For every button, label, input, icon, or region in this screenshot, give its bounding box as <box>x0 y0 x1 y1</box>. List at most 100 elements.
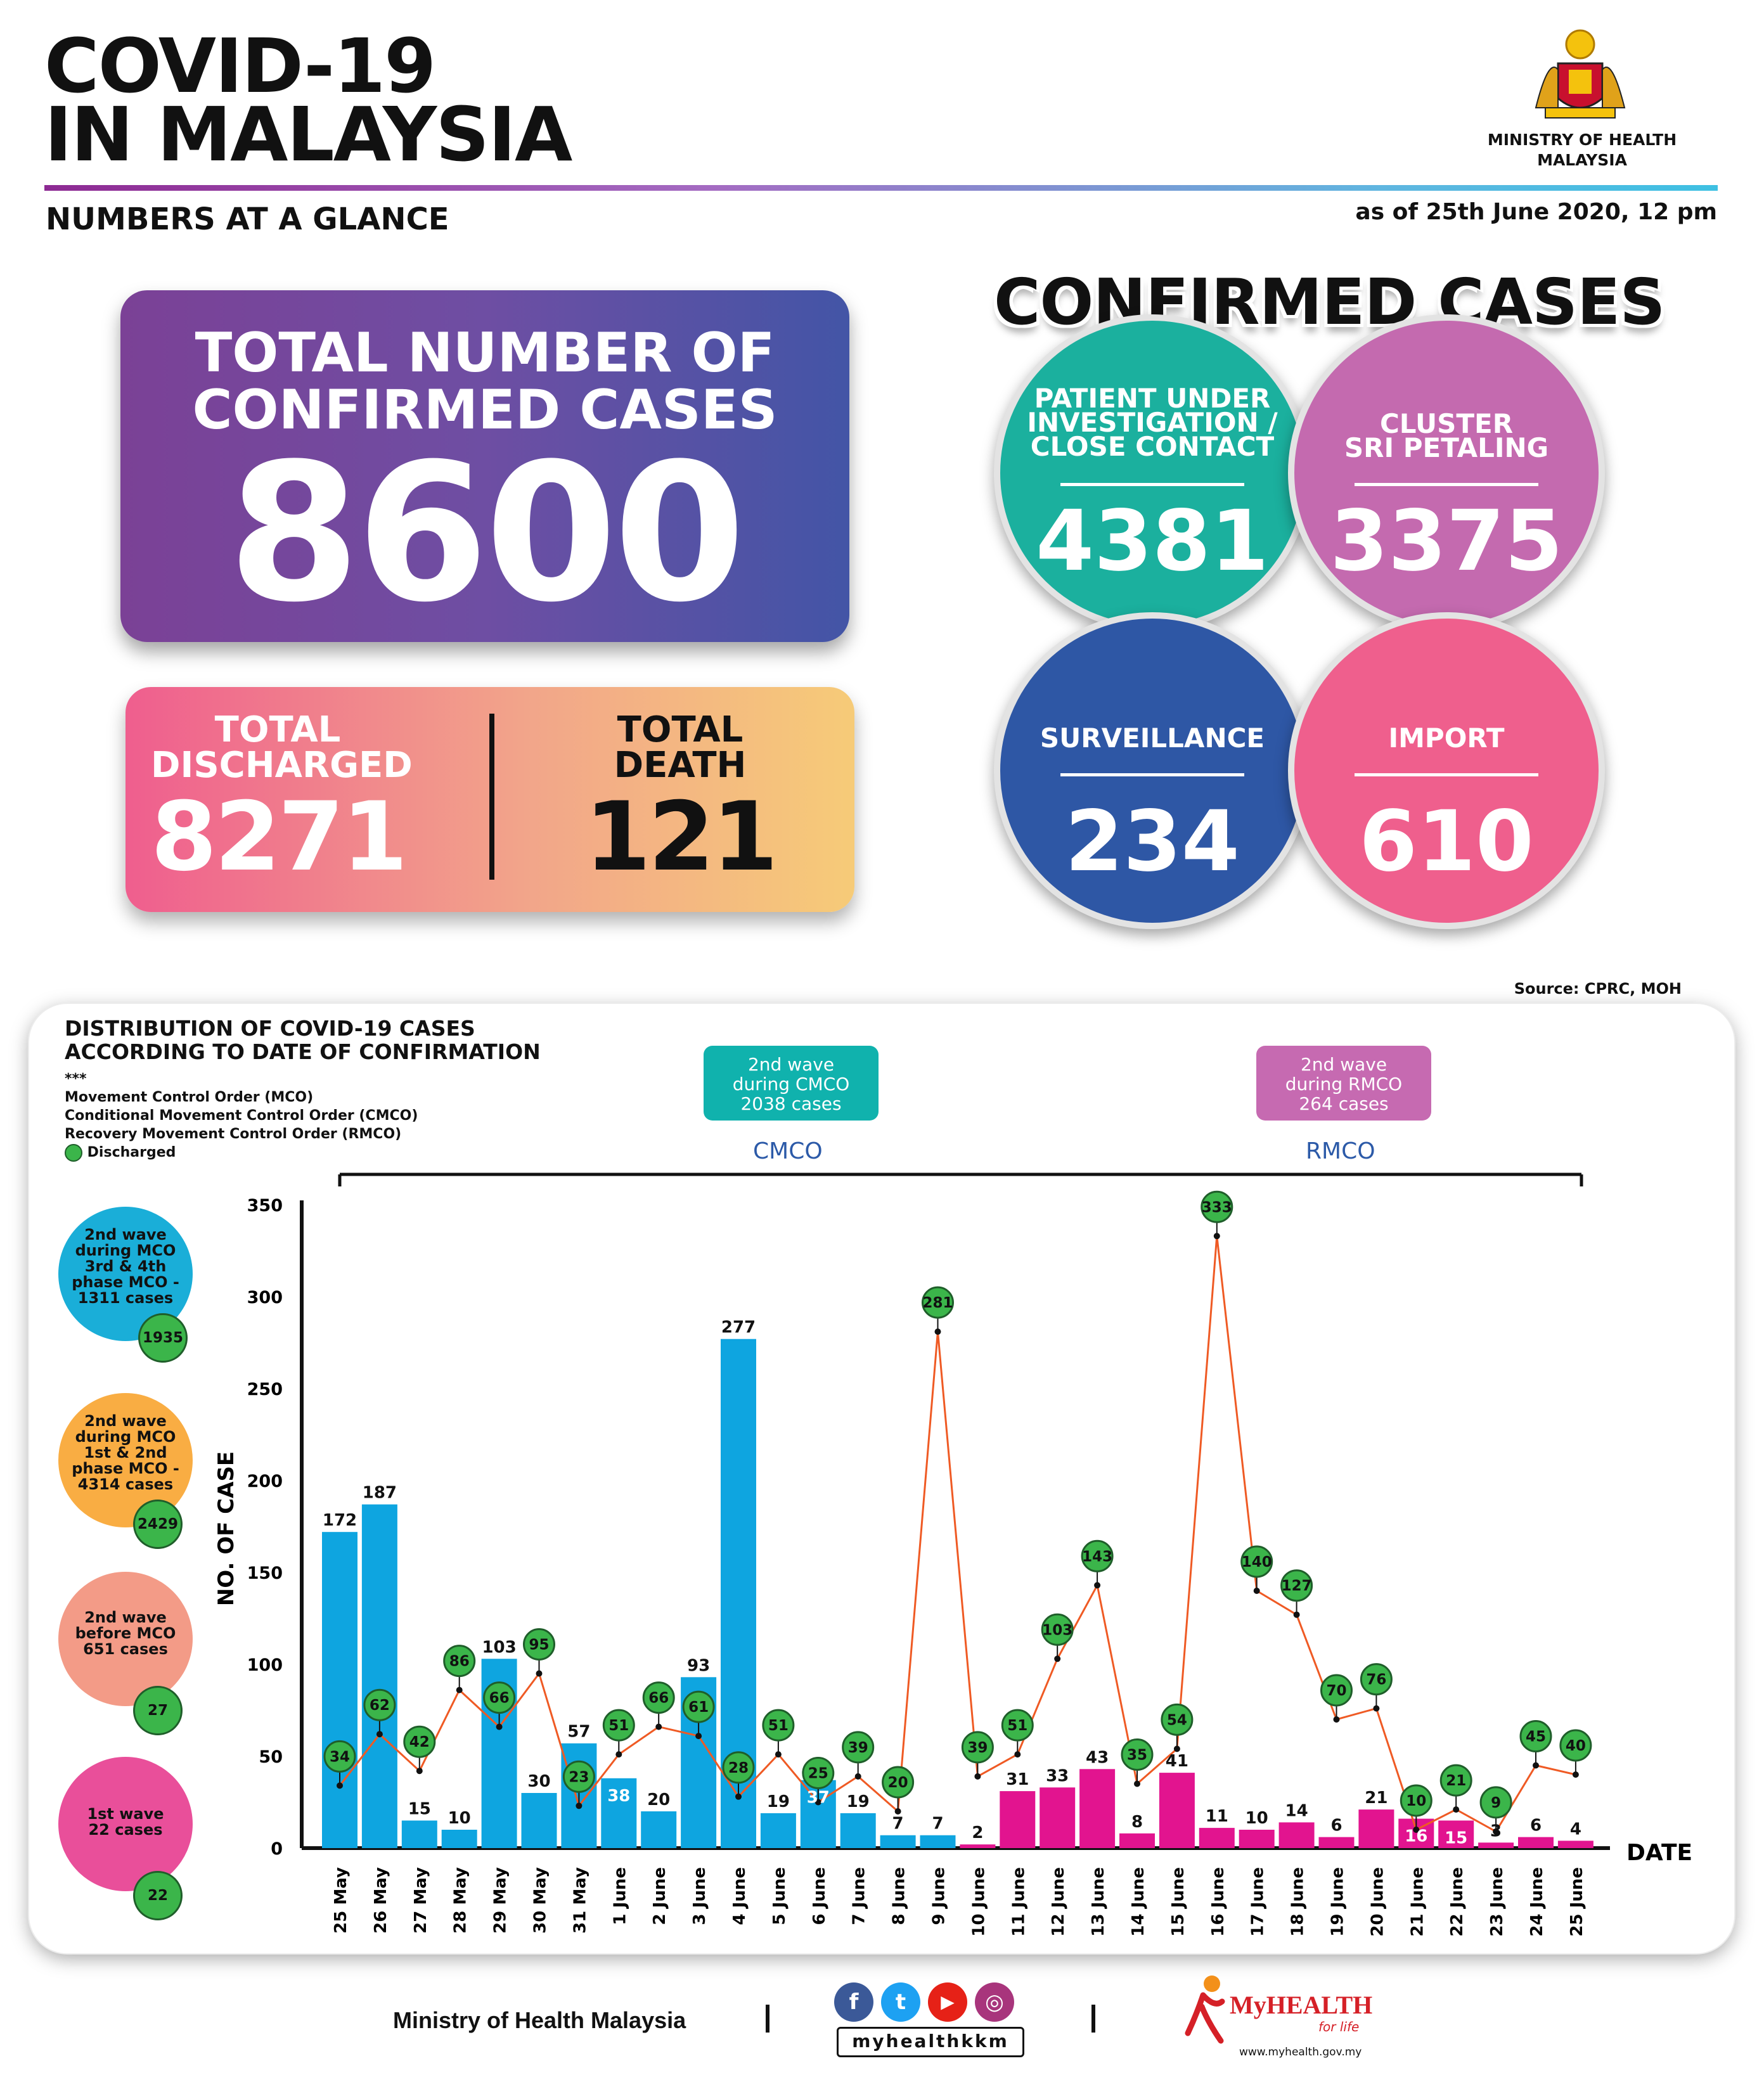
bar <box>601 1778 637 1848</box>
social-handle[interactable]: myhealthkkm <box>837 2027 1024 2057</box>
x-tick-label: 24 June <box>1528 1867 1547 1937</box>
youtube-icon[interactable]: ▶ <box>928 1982 967 2022</box>
subtitle: NUMBERS AT A GLANCE <box>46 202 449 237</box>
ministry-line-2: MALAYSIA <box>1537 151 1627 169</box>
discharged-value-label: 66 <box>489 1690 510 1707</box>
bar <box>1358 1809 1394 1848</box>
title-line-1: COVID-19 <box>44 22 436 110</box>
footer-divider-2 <box>1091 2005 1095 2033</box>
bar <box>760 1813 796 1848</box>
discharged-bubble <box>802 1757 835 1789</box>
y-tick-label: 150 <box>247 1564 283 1583</box>
discharged-bubble <box>1400 1784 1432 1817</box>
bar-value-label: 33 <box>1046 1766 1069 1785</box>
pui-value: 4381 <box>1036 492 1269 590</box>
facebook-icon[interactable]: f <box>834 1982 873 2022</box>
bar <box>1239 1830 1275 1848</box>
y-tick-label: 350 <box>247 1196 283 1216</box>
bar <box>1318 1837 1355 1848</box>
cluster-label: CLUSTER SRI PETALING <box>1313 411 1580 461</box>
side-wave-4-discharged: 22 <box>133 1871 183 1920</box>
rmco-badge-2: during RMCO <box>1285 1074 1403 1095</box>
discharged-value-label: 20 <box>888 1775 908 1791</box>
total-confirmed-label-1: TOTAL NUMBER OF <box>195 321 775 385</box>
discharged-bubble <box>1559 1729 1592 1762</box>
x-tick-label: 1 June <box>610 1867 629 1925</box>
discharged-bubble <box>842 1731 875 1764</box>
bar <box>1040 1787 1076 1848</box>
x-tick-label: 21 June <box>1408 1867 1427 1937</box>
import-value: 610 <box>1359 793 1534 890</box>
bar-value-label: 41 <box>1166 1752 1188 1771</box>
bar-value-label: 7 <box>892 1815 904 1834</box>
distribution-title: DISTRIBUTION OF COVID-19 CASES ACCORDING… <box>65 1017 541 1063</box>
header-divider <box>44 185 1718 191</box>
x-tick-label: 29 May <box>491 1867 510 1934</box>
pui-rule <box>1060 483 1244 486</box>
x-tick-label: 31 May <box>570 1867 589 1934</box>
coat-of-arms-icon <box>1523 25 1637 127</box>
discharged-bubble <box>1360 1663 1393 1696</box>
discharged-value-label: 54 <box>1167 1712 1187 1728</box>
side-wave-4: 1st wave 22 cases <box>58 1757 193 1891</box>
surveillance-circle: SURVEILLANCE 234 <box>994 612 1311 929</box>
bar <box>1478 1842 1514 1848</box>
bar-value-label: 6 <box>1530 1816 1542 1835</box>
ministry-line-1: MINISTRY OF HEALTH <box>1487 131 1677 149</box>
source-note: Source: CPRC, MOH <box>1514 980 1682 998</box>
bar-value-label: 172 <box>323 1511 357 1530</box>
discharged-bubble <box>483 1681 516 1714</box>
x-tick-label: 11 June <box>1009 1867 1028 1937</box>
bar <box>1199 1828 1235 1848</box>
bar-value-label: 4 <box>1570 1820 1581 1839</box>
y-tick-label: 250 <box>247 1380 283 1399</box>
x-tick-label: 26 May <box>371 1867 390 1934</box>
myhealth-brand: MyHEALTH <box>1230 1991 1373 2019</box>
discharged-value-label: 51 <box>1007 1718 1027 1734</box>
x-tick-label: 20 June <box>1368 1867 1387 1937</box>
bar <box>1000 1791 1036 1848</box>
discharged-value-label: 143 <box>1082 1548 1112 1565</box>
x-tick-label: 16 June <box>1209 1867 1228 1937</box>
ministry-name: MINISTRY OF HEALTH MALAYSIA <box>1478 130 1687 170</box>
cmco-label: CMCO <box>753 1138 823 1164</box>
side-wave-1-line-4: phase MCO - <box>72 1273 179 1291</box>
twitter-icon[interactable]: t <box>881 1982 920 2022</box>
instagram-icon[interactable]: ◎ <box>975 1982 1014 2022</box>
y-tick-label: 200 <box>247 1472 283 1491</box>
legend-mco: Movement Control Order (MCO) <box>65 1089 314 1105</box>
cluster-value: 3375 <box>1330 492 1563 590</box>
discharged-value-label: 86 <box>449 1654 470 1670</box>
bar-value-label: 31 <box>1006 1770 1029 1789</box>
discharged-value-label: 23 <box>569 1769 589 1785</box>
discharged-line <box>338 1236 1576 1833</box>
phase-bracket <box>338 1172 1583 1186</box>
total-confirmed-value: 8600 <box>228 423 746 644</box>
discharged-bubble <box>882 1766 915 1799</box>
bar-value-label: 15 <box>1445 1829 1467 1848</box>
chart-axes: 0 50 100 150 200 250 300 350 NO. OF CASE DATE <box>214 1196 1692 1866</box>
title-line-2: IN MALAYSIA <box>44 91 572 178</box>
discharged-value-label: 62 <box>370 1697 390 1714</box>
myhealth-url[interactable]: www.myhealth.gov.my <box>1239 2046 1362 2059</box>
cluster-rule <box>1355 483 1538 486</box>
discharged-bubble <box>323 1740 356 1773</box>
bar-value-label: 187 <box>363 1484 397 1503</box>
y-tick-label: 50 <box>259 1747 283 1767</box>
discharged-value-label: 140 <box>1242 1554 1272 1571</box>
discharged-death-card: TOTAL DISCHARGED 8271 TOTAL DEATH 121 <box>126 687 854 912</box>
as-of-date: as of 25th June 2020, 12 pm <box>1355 199 1717 225</box>
death-block: TOTAL DEATH 121 <box>557 712 804 892</box>
x-tick-label: 3 June <box>690 1867 709 1925</box>
surveillance-rule <box>1060 773 1244 776</box>
bar <box>1159 1773 1195 1848</box>
legend-discharged-row: Discharged <box>65 1143 418 1162</box>
discharged-value-label: 28 <box>728 1760 749 1776</box>
discharged-value: 8271 <box>151 782 408 892</box>
side-wave-1-line-1: 2nd wave <box>84 1226 167 1243</box>
discharged-bubble <box>1479 1786 1512 1819</box>
x-tick-label: 12 June <box>1049 1867 1068 1937</box>
x-tick-label: 5 June <box>770 1867 789 1925</box>
discharged-value-label: 127 <box>1282 1578 1312 1595</box>
bar-value-label: 3 <box>1490 1821 1502 1841</box>
